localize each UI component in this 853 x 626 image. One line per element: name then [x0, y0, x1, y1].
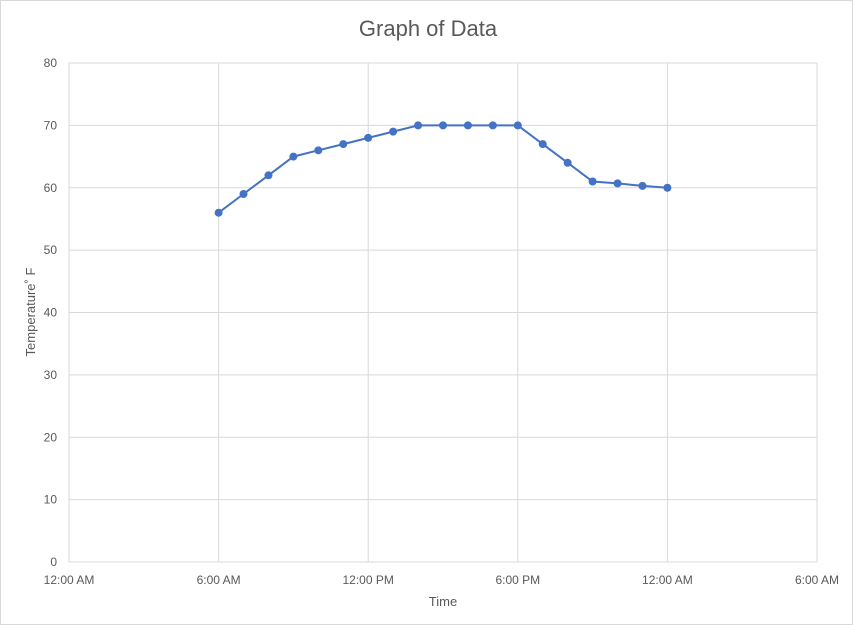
data-point-14	[563, 158, 572, 167]
data-point-15	[588, 177, 597, 186]
data-series	[214, 121, 672, 217]
data-point-16	[613, 179, 622, 188]
y-tick-label-70: 70	[44, 118, 58, 132]
y-tick-label-40: 40	[44, 306, 58, 320]
chart-title: Graph of Data	[359, 16, 498, 41]
data-point-5	[339, 140, 348, 149]
y-tick-labels: 0 10 20 30 40 50 60 70 80	[44, 56, 58, 569]
y-tick-label-80: 80	[44, 56, 58, 70]
x-tick-label-3: 6:00 PM	[495, 573, 540, 587]
y-tick-label-30: 30	[44, 368, 58, 382]
data-point-13	[538, 140, 547, 149]
y-tick-label-0: 0	[50, 555, 57, 569]
data-point-18	[663, 183, 672, 192]
x-tick-label-2: 12:00 PM	[343, 573, 394, 587]
data-point-0	[214, 208, 223, 217]
data-point-8	[414, 121, 423, 130]
x-tick-label-0: 12:00 AM	[44, 573, 95, 587]
data-point-1	[239, 189, 248, 198]
series-line-0	[217, 124, 668, 214]
data-point-11	[488, 121, 497, 130]
x-axis-label: Time	[429, 594, 457, 609]
data-point-17	[638, 181, 647, 190]
data-point-7	[389, 127, 398, 136]
data-point-12	[513, 121, 522, 130]
y-tick-label-60: 60	[44, 181, 58, 195]
data-point-10	[463, 121, 472, 130]
x-tick-label-1: 6:00 AM	[197, 573, 241, 587]
data-point-3	[289, 152, 298, 161]
data-point-4	[314, 146, 323, 155]
data-point-2	[264, 171, 273, 180]
data-point-9	[439, 121, 447, 130]
x-tick-label-4: 12:00 AM	[642, 573, 693, 587]
y-tick-label-10: 10	[44, 493, 58, 507]
gridlines	[68, 62, 818, 563]
y-axis-label: Temperature˚ F	[23, 268, 38, 357]
y-tick-label-20: 20	[44, 430, 58, 444]
x-tick-label-5: 6:00 AM	[795, 573, 839, 587]
data-point-6	[364, 133, 373, 142]
y-tick-label-50: 50	[44, 243, 58, 257]
x-tick-labels: 12:00 AM 6:00 AM 12:00 PM 6:00 PM 12:00 AM 6:…	[44, 573, 839, 587]
